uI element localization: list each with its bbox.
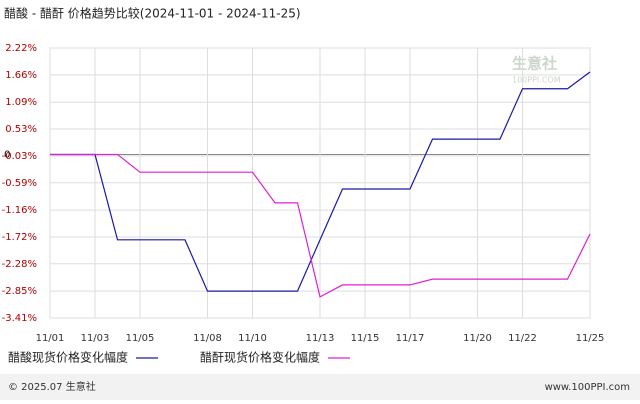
- y-tick-label: -3.41%: [2, 313, 37, 324]
- x-tick-label: 11/15: [351, 333, 380, 344]
- x-tick-label: 11/20: [463, 333, 492, 344]
- y-tick-label: 1.09%: [5, 97, 37, 108]
- x-tick-label: 11/17: [396, 333, 425, 344]
- y-tick-label: -1.72%: [2, 232, 37, 243]
- x-tick-label: 11/13: [306, 333, 335, 344]
- y-tick-label: 0: [4, 149, 10, 160]
- series-line: [50, 153, 591, 298]
- x-tick-label: 11/10: [238, 333, 267, 344]
- x-tick-label: 11/05: [126, 333, 155, 344]
- x-tick-label: 11/08: [193, 333, 222, 344]
- y-tick-label: -0.59%: [2, 178, 37, 189]
- chart-title: 醋酸 - 醋酐 价格趋势比较(2024-11-01 - 2024-11-25): [4, 6, 301, 21]
- watermark: 生意社: [512, 55, 557, 73]
- y-tick-label: -1.16%: [2, 205, 37, 216]
- y-tick-label: 0.53%: [5, 124, 37, 135]
- y-tick-label: -2.28%: [2, 259, 37, 270]
- x-tick-label: 11/03: [81, 333, 110, 344]
- x-tick-label: 11/01: [36, 333, 65, 344]
- x-tick-label: 11/22: [508, 333, 537, 344]
- y-tick-label: -2.85%: [2, 286, 37, 297]
- legend-label: 醋酐现货价格变化幅度: [200, 350, 320, 365]
- y-tick-label: -0.03%: [2, 151, 37, 162]
- footer-band: [0, 374, 640, 400]
- legend-label: 醋酸现货价格变化幅度: [8, 350, 128, 365]
- y-tick-label: 2.22%: [5, 43, 37, 54]
- footer-left: © 2025.07 生意社: [8, 380, 96, 393]
- y-tick-label: 1.66%: [5, 70, 37, 81]
- footer-right: www.100PPI.com: [545, 382, 630, 393]
- series-line: [50, 71, 591, 292]
- x-tick-label: 11/25: [576, 333, 605, 344]
- watermark-url: 100PPI.COM: [512, 76, 561, 85]
